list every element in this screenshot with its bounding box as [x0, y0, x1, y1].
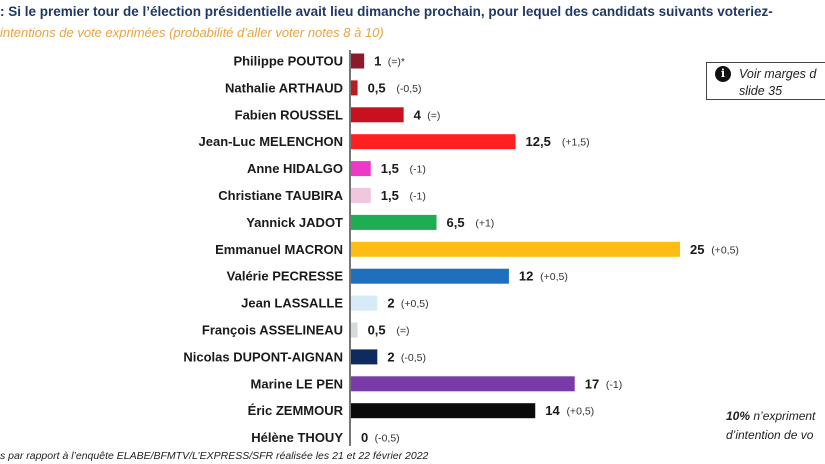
- value-label-emmanuel-macron: 25: [690, 242, 704, 257]
- chart-subtitle: intentions de vote exprimées (probabilit…: [0, 25, 384, 40]
- value-label-nicolas-dupont-aignan: 2: [387, 349, 394, 364]
- candidate-label-yannick-jadot: Yannick JADOT: [246, 215, 343, 230]
- non-expressed-line1: n’expriment: [750, 409, 816, 423]
- bar-nicolas-dupont-aignan: [351, 349, 378, 365]
- value-label-christiane-taubira: 1,5: [381, 188, 399, 203]
- candidate-label-francois-asselineau: François ASSELINEAU: [202, 323, 343, 338]
- change-label-philippe-poutou: (=)*: [388, 56, 405, 68]
- change-label-jean-lassalle: (+0,5): [401, 298, 429, 310]
- candidate-label-helene-thouy: Hélène THOUY: [251, 430, 343, 445]
- value-label-jean-luc-melenchon: 12,5: [526, 134, 551, 149]
- value-label-philippe-poutou: 1: [374, 54, 381, 69]
- non-expressed-note: 10% n’expriment d’intention de vo: [726, 407, 815, 445]
- candidate-label-philippe-poutou: Philippe POUTOU: [233, 54, 343, 69]
- value-label-francois-asselineau: 0,5: [368, 323, 386, 338]
- bar-emmanuel-macron: [351, 241, 680, 257]
- bar-fabien-roussel: [351, 107, 404, 123]
- bar-jean-luc-melenchon: [351, 134, 516, 150]
- change-label-nathalie-arthaud: (-0,5): [396, 83, 421, 95]
- bar-valerie-pecresse: [351, 268, 509, 284]
- value-label-marine-le-pen: 17: [585, 376, 599, 391]
- change-label-yannick-jadot: (+1): [475, 217, 494, 229]
- candidate-label-nicolas-dupont-aignan: Nicolas DUPONT-AIGNAN: [183, 349, 343, 364]
- value-label-valerie-pecresse: 12: [519, 269, 533, 284]
- margins-note-text: Voir marges d slide 35: [739, 67, 817, 98]
- value-label-anne-hidalgo: 1,5: [381, 161, 399, 176]
- change-label-valerie-pecresse: (+0,5): [540, 271, 568, 283]
- source-footer: s par rapport à l’enquête ELABE/BFMTV/L’…: [0, 450, 429, 462]
- bar-anne-hidalgo: [351, 161, 371, 177]
- margins-note-box: i Voir marges d slide 35: [706, 62, 825, 100]
- change-label-francois-asselineau: (=): [396, 325, 409, 337]
- change-label-anne-hidalgo: (-1): [410, 164, 426, 176]
- non-expressed-line2: d’intention de vo: [726, 428, 814, 442]
- change-label-helene-thouy: (-0,5): [375, 433, 400, 445]
- bar-nathalie-arthaud: [351, 80, 358, 96]
- bar-philippe-poutou: [351, 53, 365, 69]
- candidate-label-anne-hidalgo: Anne HIDALGO: [247, 161, 343, 176]
- candidate-label-jean-lassalle: Jean LASSALLE: [241, 296, 343, 311]
- candidate-label-christiane-taubira: Christiane TAUBIRA: [218, 188, 343, 203]
- candidate-label-eric-zemmour: Éric ZEMMOUR: [248, 403, 344, 418]
- bar-marine-le-pen: [351, 376, 575, 392]
- non-expressed-percent: 10%: [726, 409, 751, 423]
- value-label-fabien-roussel: 4: [414, 107, 422, 122]
- info-icon: i: [715, 66, 731, 82]
- change-label-emmanuel-macron: (+0,5): [711, 244, 739, 256]
- survey-question: : Si le premier tour de l’élection prési…: [0, 4, 773, 19]
- value-label-nathalie-arthaud: 0,5: [368, 80, 386, 95]
- change-label-nicolas-dupont-aignan: (-0,5): [401, 352, 426, 364]
- bar-francois-asselineau: [351, 322, 358, 338]
- bar-eric-zemmour: [351, 403, 536, 419]
- change-label-eric-zemmour: (+0,5): [566, 406, 594, 418]
- bars-group: Philippe POUTOU 1 (=)* Nathalie ARTHAUD 0,5 (…: [183, 53, 739, 445]
- change-label-marine-le-pen: (-1): [606, 379, 622, 391]
- candidate-label-emmanuel-macron: Emmanuel MACRON: [215, 242, 343, 257]
- value-label-helene-thouy: 0: [361, 430, 368, 445]
- change-label-fabien-roussel: (=): [427, 110, 440, 122]
- candidate-label-jean-luc-melenchon: Jean-Luc MELENCHON: [199, 134, 343, 149]
- value-label-eric-zemmour: 14: [545, 403, 560, 418]
- candidate-label-valerie-pecresse: Valérie PECRESSE: [227, 269, 344, 284]
- bar-christiane-taubira: [351, 188, 371, 203]
- change-label-jean-luc-melenchon: (+1,5): [562, 137, 590, 149]
- candidate-label-marine-le-pen: Marine LE PEN: [251, 376, 343, 391]
- bar-jean-lassalle: [351, 295, 378, 311]
- change-label-christiane-taubira: (-1): [410, 191, 426, 203]
- value-label-jean-lassalle: 2: [387, 296, 394, 311]
- bar-yannick-jadot: [351, 214, 437, 230]
- value-label-yannick-jadot: 6,5: [447, 215, 465, 230]
- candidate-label-nathalie-arthaud: Nathalie ARTHAUD: [225, 80, 343, 95]
- candidate-label-fabien-roussel: Fabien ROUSSEL: [235, 107, 343, 122]
